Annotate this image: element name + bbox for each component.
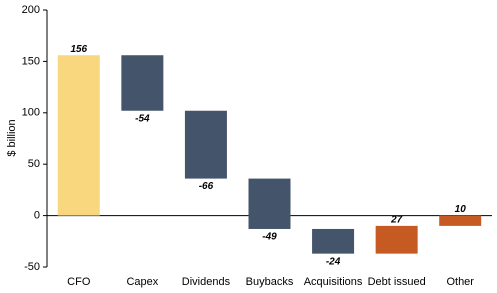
y-tick-label: 150 — [22, 55, 40, 67]
value-label: 156 — [70, 44, 87, 55]
x-tick-label: Other — [446, 276, 474, 288]
y-tick-label: -50 — [24, 261, 40, 273]
bar — [121, 55, 164, 111]
x-tick-label: CFO — [67, 276, 91, 288]
value-label: -49 — [262, 232, 277, 243]
x-tick-label: Acquisitions — [304, 276, 363, 288]
bar — [184, 110, 227, 179]
bar — [439, 215, 482, 226]
bar — [375, 225, 418, 254]
y-tick-label: 50 — [28, 158, 40, 170]
x-tick-label: Capex — [126, 276, 158, 288]
value-label: 27 — [390, 215, 403, 226]
value-label: -54 — [135, 113, 150, 124]
x-tick-label: Debt issued — [368, 276, 426, 288]
bar — [57, 55, 100, 216]
y-tick-label: 100 — [22, 107, 40, 119]
value-label: 10 — [455, 204, 467, 215]
y-tick-label: 0 — [34, 210, 40, 222]
y-axis-label: $ billion — [6, 119, 18, 156]
bar — [248, 178, 291, 229]
x-tick-label: Buybacks — [246, 276, 294, 288]
value-label: -24 — [326, 256, 341, 267]
y-tick-label: 200 — [22, 4, 40, 16]
x-tick-label: Dividends — [182, 276, 231, 288]
bar — [312, 228, 355, 254]
value-label: -66 — [199, 181, 214, 192]
